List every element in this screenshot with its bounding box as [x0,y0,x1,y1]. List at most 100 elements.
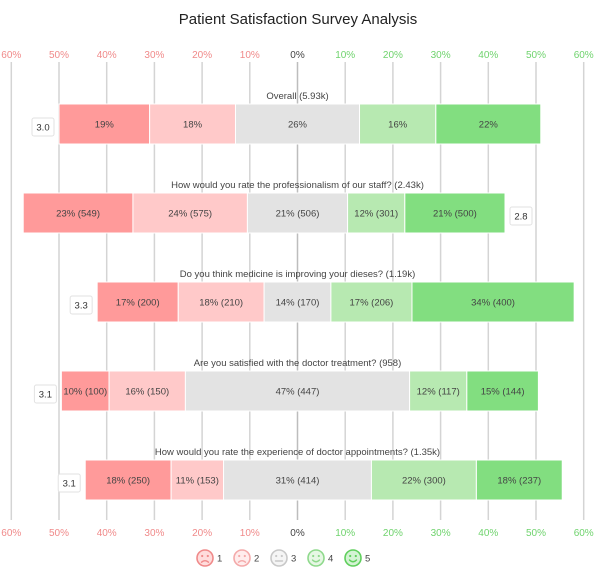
bar-segment-3 [246,192,349,234]
segment-label: 15% (144) [481,387,525,398]
axis-tick-label-top: 30% [431,50,451,61]
bar-segment-5 [466,370,539,412]
segment-label: 18% (237) [497,476,541,487]
row-score: 3.0 [36,123,49,134]
legend-label: 5 [365,554,370,565]
survey-row: Do you think medicine is improving your … [69,269,575,323]
bottom-axis-ticks: 60% 50% 40% 30% 20% 10% 0% 10% 20% 30% 40% 50% 60% [1,528,594,539]
bar-segment-5 [475,459,563,501]
row-question-label: Do you think medicine is improving your … [180,269,416,280]
bar-segment-1 [60,370,110,412]
row-score: 3.1 [63,479,76,490]
axis-tick-label-bottom: 30% [431,528,451,539]
segment-label: 17% (200) [116,298,160,309]
bar-segment-4 [330,281,413,323]
survey-row: How would you rate the experience of doc… [57,447,563,501]
bar-segment-3 [234,103,361,145]
row-score-badge: 3.0 [31,117,55,137]
row-score-badge: 3.1 [57,473,81,493]
segment-label: 22% (300) [402,476,446,487]
segment-label: 11% (153) [176,476,219,487]
axis-tick-label-top: 50% [526,50,546,61]
bar-segment-1 [22,192,134,234]
axis-tick-label-bottom: 40% [97,528,117,539]
axis-tick-label-bottom: 40% [478,528,498,539]
row-question-label: How would you rate the professionalism o… [171,180,424,191]
legend-item: 4 [307,549,333,567]
segment-label: 16% (150) [125,387,169,398]
axis-tick-label-bottom: 0% [290,528,305,539]
axis-tick-label-top: 0% [290,50,305,61]
legend: 1 2 3 4 5 [196,549,370,567]
row-score: 3.3 [75,301,88,312]
axis-tick-label-bottom: 10% [240,528,260,539]
segment-label: 23% (549) [56,209,100,220]
bar-segment-5 [404,192,506,234]
face-icon [233,549,251,567]
axis-tick-label-bottom: 50% [49,528,69,539]
survey-rows: Overall (5.93k) 19% 18% 26% 16% 22% 3.0 How wou… [22,91,575,501]
bar-segment-4 [359,103,437,145]
segment-label: 12% (301) [354,209,398,220]
segment-label: 10% (100) [63,387,107,398]
legend-item: 3 [270,549,296,567]
survey-row: Overall (5.93k) 19% 18% 26% 16% 22% 3.0 [31,91,542,145]
axis-tick-label-top: 40% [478,50,498,61]
segment-label: 12% (117) [417,387,460,398]
row-question-label: How would you rate the experience of doc… [155,447,440,458]
bar-segment-5 [435,103,542,145]
segment-label: 14% (170) [276,298,320,309]
segment-label: 34% (400) [471,298,515,309]
legend-label: 3 [291,554,296,565]
legend-label: 4 [328,554,333,565]
segment-label: 31% (414) [276,476,320,487]
face-icon [307,549,325,567]
segment-label: 17% (206) [350,298,394,309]
survey-row: How would you rate the professionalism o… [22,180,533,234]
axis-tick-label-top: 10% [335,50,355,61]
bar-segment-5 [411,281,575,323]
bar-segment-1 [84,459,172,501]
face-icon [344,549,362,567]
face-icon [196,549,214,567]
segment-label: 26% [288,120,308,131]
bar-segment-1 [96,281,179,323]
top-axis-ticks: 60% 50% 40% 30% 20% 10% 0% 10% 20% 30% 40% 50% 60% [1,50,594,61]
row-score-badge: 2.8 [509,206,533,226]
bar-segment-4 [370,459,477,501]
axis-tick-label-bottom: 20% [383,528,403,539]
segment-label: 18% (210) [199,298,243,309]
legend-item: 2 [233,549,259,567]
axis-tick-label-top: 60% [1,50,21,61]
segment-label: 21% (500) [433,209,477,220]
axis-tick-label-top: 30% [144,50,164,61]
axis-tick-label-bottom: 10% [335,528,355,539]
axis-tick-label-top: 10% [240,50,260,61]
segment-label: 22% [479,120,499,131]
axis-tick-label-top: 40% [97,50,117,61]
axis-tick-label-top: 20% [383,50,403,61]
segment-label: 16% [388,120,408,131]
row-score: 2.8 [514,212,527,223]
bar-segment-3 [184,370,411,412]
segment-label: 18% (250) [106,476,150,487]
axis-tick-label-bottom: 50% [526,528,546,539]
axis-tick-label-top: 60% [574,50,594,61]
bar-segment-3 [223,459,372,501]
axis-tick-label-top: 20% [192,50,212,61]
segment-label: 18% [183,120,203,131]
bar-segment-4 [409,370,468,412]
segment-label: 47% (447) [276,387,320,398]
survey-row: Are you satisfied with the doctor treatm… [33,358,539,412]
row-question-label: Are you satisfied with the doctor treatm… [194,358,402,369]
segment-label: 21% (506) [276,209,320,220]
legend-label: 1 [217,554,222,565]
row-score-badge: 3.1 [33,384,57,404]
row-question-label: Overall (5.93k) [266,91,328,102]
bar-segment-2 [132,192,248,234]
legend-label: 2 [254,554,259,565]
axis-tick-label-top: 50% [49,50,69,61]
bar-segment-2 [149,103,236,145]
axis-tick-label-bottom: 30% [144,528,164,539]
